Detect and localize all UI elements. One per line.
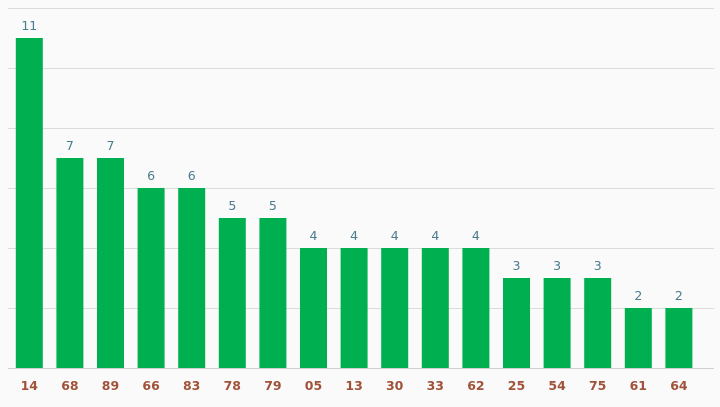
bar <box>137 188 165 368</box>
tick-label: 61 <box>630 378 647 393</box>
data-label: 5 <box>269 198 277 213</box>
tick-label: 83 <box>183 378 200 393</box>
bar <box>421 248 449 368</box>
data-label: 7 <box>66 138 74 153</box>
tick-label: 68 <box>61 378 78 393</box>
data-label: 3 <box>553 258 561 273</box>
data-label: 6 <box>188 168 196 183</box>
data-label: 7 <box>107 138 115 153</box>
data-label: 4 <box>391 228 399 243</box>
tick-label: 14 <box>21 378 39 393</box>
bar <box>56 158 84 368</box>
bar <box>340 248 368 368</box>
bar <box>15 38 43 368</box>
bar <box>462 248 490 368</box>
tick-label: 05 <box>305 378 322 393</box>
bar <box>665 308 693 368</box>
data-label: 3 <box>513 258 521 273</box>
tick-label: 66 <box>142 378 160 393</box>
data-label: 3 <box>594 258 602 273</box>
category-labels: 14 68 89 66 83 78 79 05 13 30 33 62 25 54 75 61 64 <box>21 378 688 393</box>
bar <box>381 248 409 368</box>
data-label: 4 <box>472 228 480 243</box>
tick-label: 89 <box>102 378 119 393</box>
data-label: 4 <box>310 228 318 243</box>
data-label: 4 <box>431 228 439 243</box>
bar <box>543 278 571 368</box>
data-label: 6 <box>147 168 155 183</box>
tick-label: 75 <box>589 378 606 393</box>
bars <box>15 38 693 368</box>
tick-label: 54 <box>548 378 566 393</box>
tick-label: 78 <box>224 378 241 393</box>
tick-label: 13 <box>345 378 362 393</box>
bar <box>97 158 124 368</box>
tick-label: 30 <box>386 378 404 393</box>
tick-label: 25 <box>508 378 525 393</box>
bar <box>259 218 287 368</box>
bar <box>584 278 612 368</box>
bar <box>178 188 206 368</box>
tick-label: 79 <box>264 378 281 393</box>
bar <box>624 308 652 368</box>
bar <box>300 248 327 368</box>
tick-label: 33 <box>427 378 444 393</box>
data-label: 5 <box>228 198 236 213</box>
value-labels: 11 7 7 6 6 5 5 4 4 4 4 4 3 3 3 2 2 <box>21 18 683 303</box>
tick-label: 64 <box>670 378 688 393</box>
data-label: 4 <box>350 228 358 243</box>
data-label: 11 <box>21 18 37 33</box>
bar <box>503 278 530 368</box>
data-label: 2 <box>675 288 683 303</box>
tick-label: 62 <box>467 378 484 393</box>
data-label: 2 <box>634 288 642 303</box>
bar <box>218 218 246 368</box>
